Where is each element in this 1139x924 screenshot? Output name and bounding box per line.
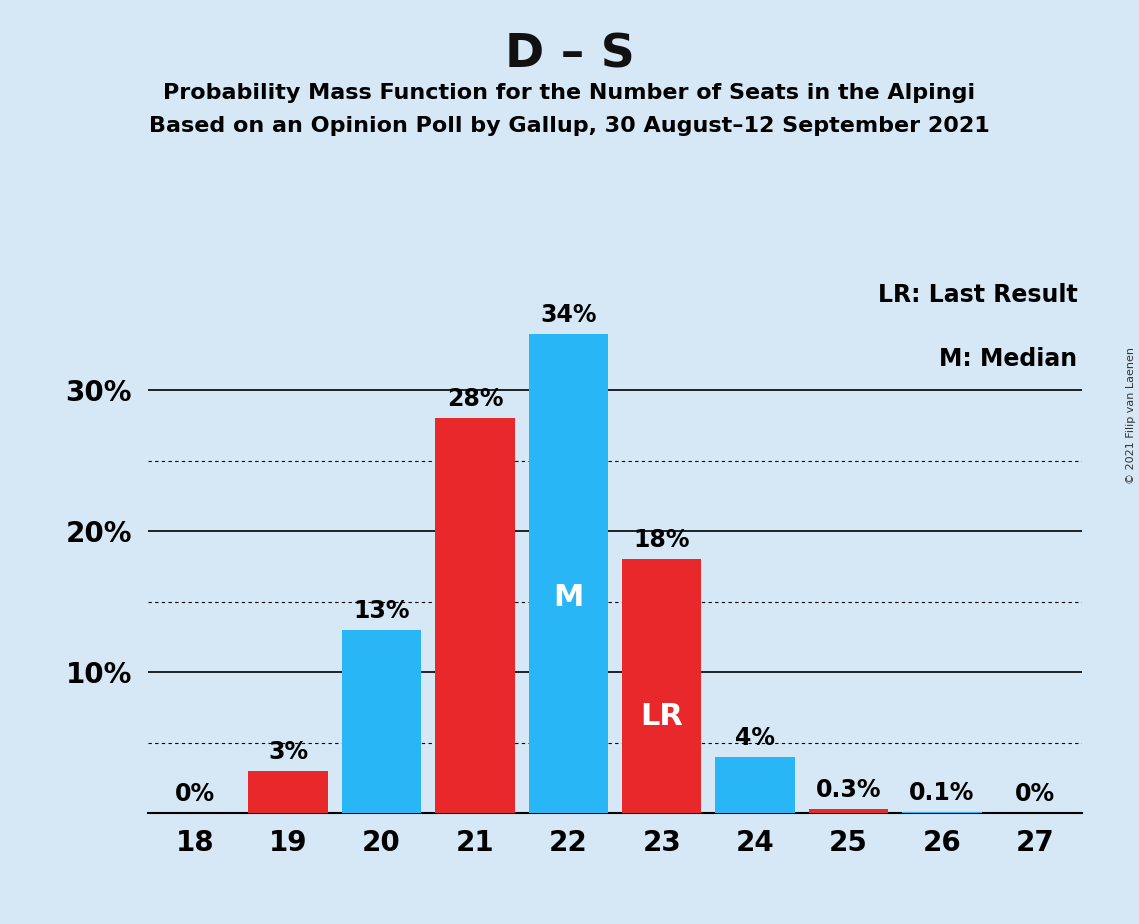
Text: LR: LR — [640, 702, 683, 731]
Text: 0.3%: 0.3% — [816, 778, 882, 802]
Text: 28%: 28% — [446, 387, 503, 411]
Bar — [622, 559, 702, 813]
Text: LR: Last Result: LR: Last Result — [878, 283, 1077, 307]
Bar — [342, 630, 421, 813]
Bar — [528, 334, 608, 813]
Text: 0%: 0% — [174, 782, 215, 806]
Bar — [435, 419, 515, 813]
Bar — [809, 808, 888, 813]
Bar — [248, 771, 328, 813]
Text: M: M — [554, 583, 583, 612]
Text: 13%: 13% — [353, 599, 410, 623]
Text: M: Median: M: Median — [940, 346, 1077, 371]
Text: 0%: 0% — [1015, 782, 1056, 806]
Text: Probability Mass Function for the Number of Seats in the Alpingi: Probability Mass Function for the Number… — [163, 83, 976, 103]
Text: D – S: D – S — [505, 32, 634, 78]
Text: 3%: 3% — [268, 740, 309, 764]
Text: Based on an Opinion Poll by Gallup, 30 August–12 September 2021: Based on an Opinion Poll by Gallup, 30 A… — [149, 116, 990, 136]
Text: © 2021 Filip van Laenen: © 2021 Filip van Laenen — [1126, 347, 1136, 484]
Text: 18%: 18% — [633, 529, 690, 553]
Text: 4%: 4% — [735, 725, 776, 749]
Text: 34%: 34% — [540, 302, 597, 326]
Bar — [715, 757, 795, 813]
Text: 0.1%: 0.1% — [909, 781, 975, 805]
Bar — [902, 811, 982, 813]
